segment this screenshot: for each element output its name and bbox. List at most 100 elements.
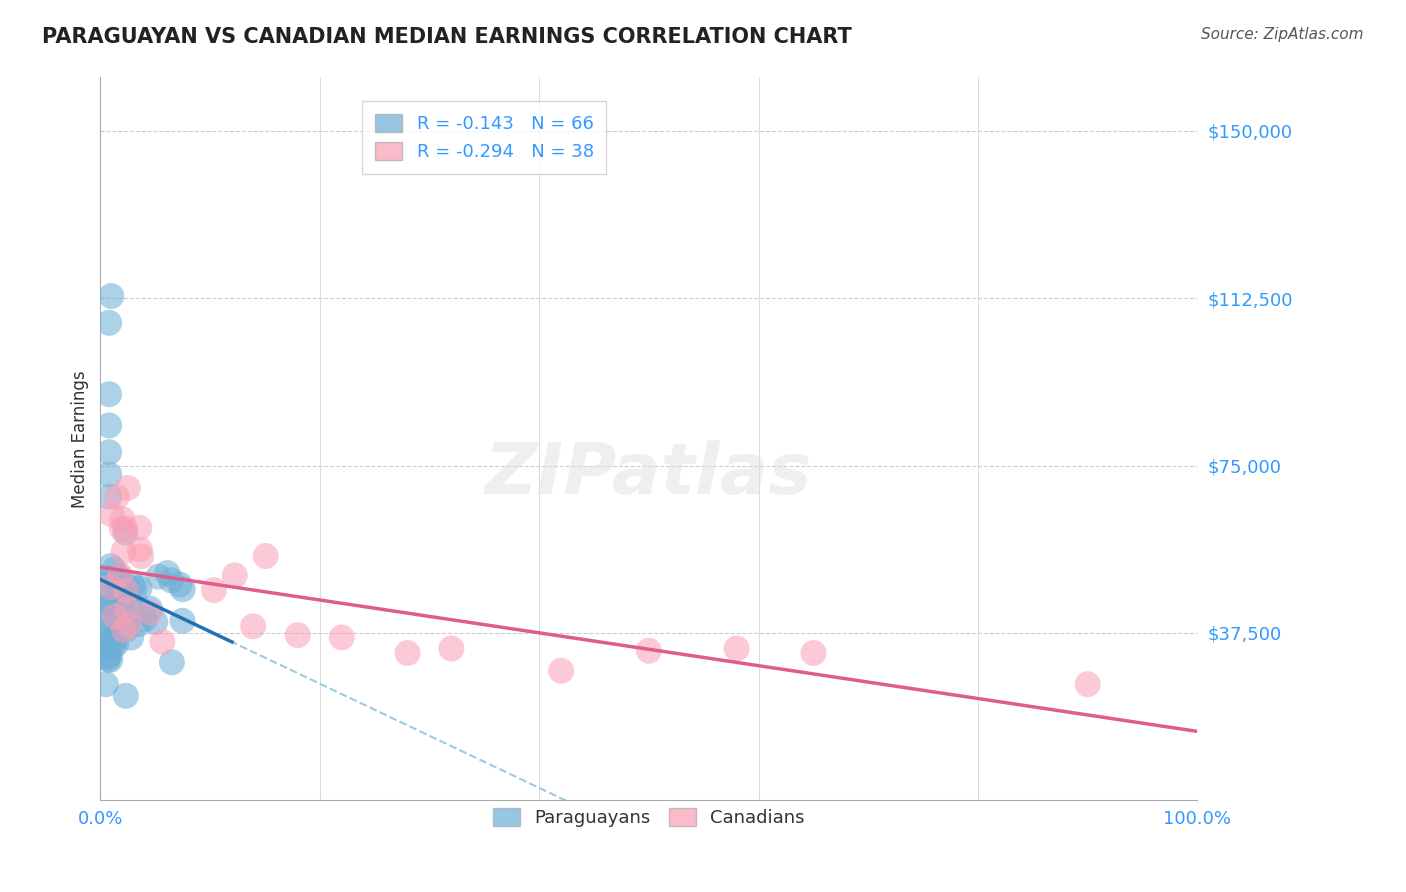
Point: [117, 481, 139, 495]
Point: [101, 598, 124, 612]
Point: [108, 575, 131, 590]
Text: PARAGUAYAN VS CANADIAN MEDIAN EARNINGS CORRELATION CHART: PARAGUAYAN VS CANADIAN MEDIAN EARNINGS C…: [42, 27, 852, 46]
Point: [440, 641, 463, 656]
Point: [115, 602, 138, 616]
Point: [114, 521, 136, 535]
Point: [96, 650, 118, 665]
Point: [112, 544, 135, 558]
Point: [98, 633, 121, 648]
Point: [97, 652, 120, 666]
Point: [100, 580, 122, 594]
Point: [98, 648, 121, 662]
Point: [98, 607, 121, 622]
Point: [100, 559, 122, 574]
Point: [98, 653, 121, 667]
Point: [172, 582, 194, 597]
Point: [105, 637, 128, 651]
Point: [1077, 677, 1099, 691]
Point: [111, 522, 134, 536]
Point: [98, 490, 121, 504]
Point: [100, 289, 122, 303]
Point: [98, 584, 121, 599]
Point: [148, 569, 170, 583]
Point: [128, 581, 150, 595]
Y-axis label: Median Earnings: Median Earnings: [72, 370, 89, 508]
Point: [103, 611, 125, 625]
Point: [107, 582, 129, 597]
Point: [98, 597, 121, 611]
Legend: Paraguayans, Canadians: Paraguayans, Canadians: [485, 801, 813, 835]
Point: [96, 634, 118, 648]
Point: [637, 644, 659, 658]
Point: [112, 615, 135, 630]
Point: [242, 619, 264, 633]
Point: [94, 677, 117, 691]
Point: [160, 574, 183, 588]
Point: [115, 623, 138, 637]
Point: [115, 580, 138, 594]
Point: [124, 582, 146, 596]
Point: [139, 606, 162, 620]
Point: [131, 605, 153, 619]
Point: [98, 418, 121, 433]
Point: [100, 508, 122, 522]
Point: [98, 467, 121, 482]
Point: [803, 646, 825, 660]
Point: [110, 619, 132, 633]
Point: [396, 646, 419, 660]
Point: [287, 628, 309, 642]
Point: [98, 316, 121, 330]
Point: [104, 609, 127, 624]
Point: [96, 578, 118, 592]
Point: [330, 631, 353, 645]
Point: [103, 563, 125, 577]
Point: [725, 641, 748, 656]
Point: [96, 590, 118, 604]
Text: ZIPatlas: ZIPatlas: [485, 441, 813, 509]
Point: [98, 387, 121, 401]
Point: [97, 612, 120, 626]
Point: [111, 595, 134, 609]
Point: [100, 625, 122, 640]
Point: [103, 623, 125, 637]
Point: [169, 577, 191, 591]
Point: [114, 689, 136, 703]
Point: [121, 578, 143, 592]
Point: [129, 549, 152, 564]
Point: [107, 569, 129, 583]
Point: [139, 601, 162, 615]
Point: [98, 445, 121, 459]
Point: [550, 664, 572, 678]
Point: [111, 512, 134, 526]
Point: [224, 568, 246, 582]
Point: [128, 542, 150, 557]
Point: [160, 655, 183, 669]
Point: [108, 568, 131, 582]
Point: [120, 631, 142, 645]
Point: [115, 588, 138, 602]
Point: [152, 635, 174, 649]
Point: [103, 633, 125, 648]
Point: [128, 617, 150, 632]
Point: [128, 521, 150, 535]
Point: [202, 583, 225, 598]
Point: [115, 618, 138, 632]
Point: [111, 600, 134, 615]
Point: [98, 572, 121, 586]
Text: Source: ZipAtlas.com: Source: ZipAtlas.com: [1201, 27, 1364, 42]
Point: [103, 638, 125, 652]
Point: [118, 618, 141, 632]
Point: [134, 612, 156, 626]
Point: [156, 566, 179, 580]
Point: [143, 615, 166, 629]
Point: [114, 525, 136, 540]
Point: [254, 549, 277, 563]
Point: [118, 596, 141, 610]
Point: [111, 618, 134, 632]
Point: [105, 490, 128, 504]
Point: [112, 623, 135, 637]
Point: [172, 614, 194, 628]
Point: [104, 608, 127, 623]
Point: [96, 641, 118, 656]
Point: [115, 583, 138, 598]
